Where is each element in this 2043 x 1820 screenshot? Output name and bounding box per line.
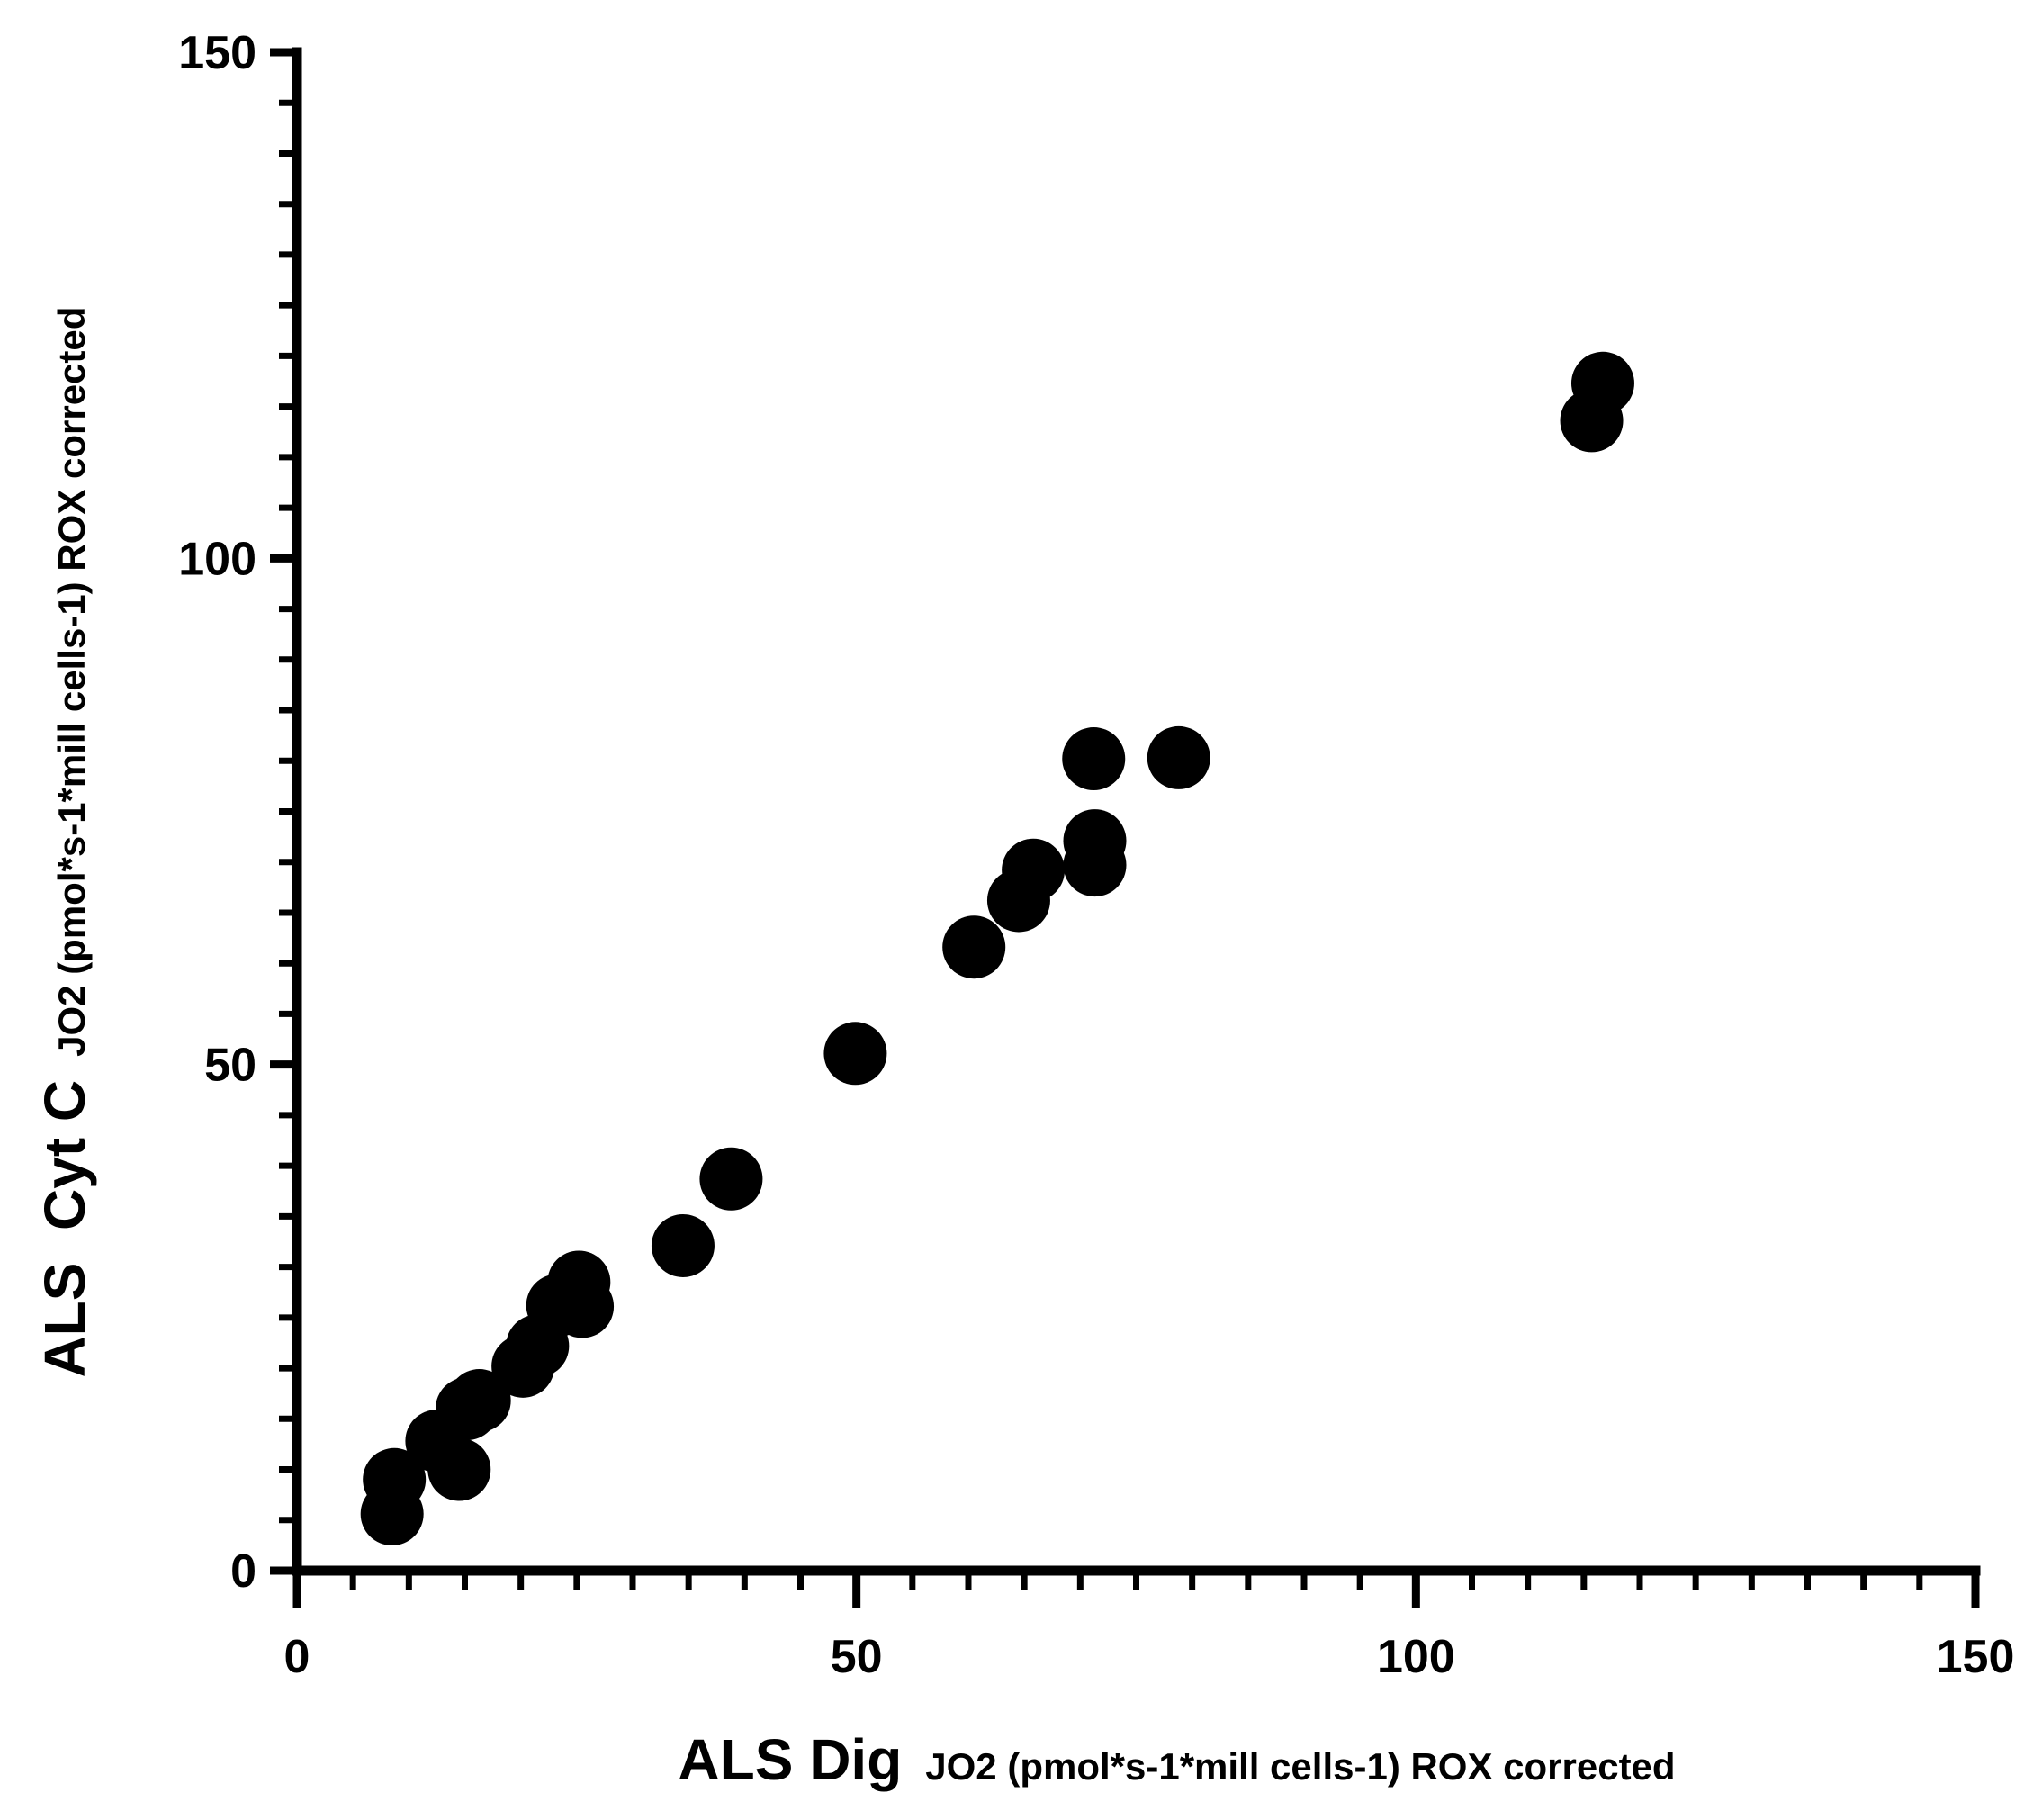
data-point [447, 1369, 511, 1433]
x-tick-label: 0 [284, 1631, 310, 1683]
y-axis-ticks: 0 50 100 150 [178, 27, 297, 1598]
data-point [363, 1447, 427, 1511]
data-point [428, 1437, 491, 1501]
data-point [699, 1147, 763, 1211]
y-tick-label: 100 [178, 533, 256, 585]
data-point [1147, 725, 1210, 789]
x-axis-label: ALS Dig JO2 (pmol*s-1*mill cells-1) ROX c… [678, 1727, 1675, 1792]
x-tick-label: 50 [831, 1631, 883, 1683]
y-axis-label-sub: JO2 (pmol*s-1*mill cells-1) ROX correcte… [50, 307, 93, 1057]
data-point [824, 1022, 887, 1086]
x-tick-label: 150 [1937, 1631, 2015, 1683]
x-axis-ticks: 0 50 100 150 [284, 1571, 2015, 1683]
data-point [1062, 727, 1126, 791]
y-tick-label: 0 [230, 1545, 256, 1598]
x-axis-label-main: ALS Dig [678, 1727, 902, 1792]
data-point [547, 1250, 611, 1314]
points-layer [360, 351, 1634, 1546]
y-axis-label: ALS Cyt C JO2 (pmol*s-1*mill cells-1) ROX… [32, 294, 97, 1398]
y-tick-label: 150 [178, 27, 256, 79]
y-axis-label-main: ALS Cyt C [32, 1080, 97, 1378]
data-point [1570, 351, 1634, 415]
y-tick-label: 50 [204, 1040, 256, 1092]
axes-layer: 0 50 100 150 0 50 100 150 [178, 27, 2014, 1683]
data-point [942, 915, 1006, 979]
data-point [1063, 809, 1127, 873]
data-point [651, 1213, 715, 1277]
data-point [1002, 838, 1066, 902]
x-tick-label: 100 [1377, 1631, 1455, 1683]
x-axis-label-sub: JO2 (pmol*s-1*mill cells-1) ROX correcte… [925, 1745, 1675, 1788]
